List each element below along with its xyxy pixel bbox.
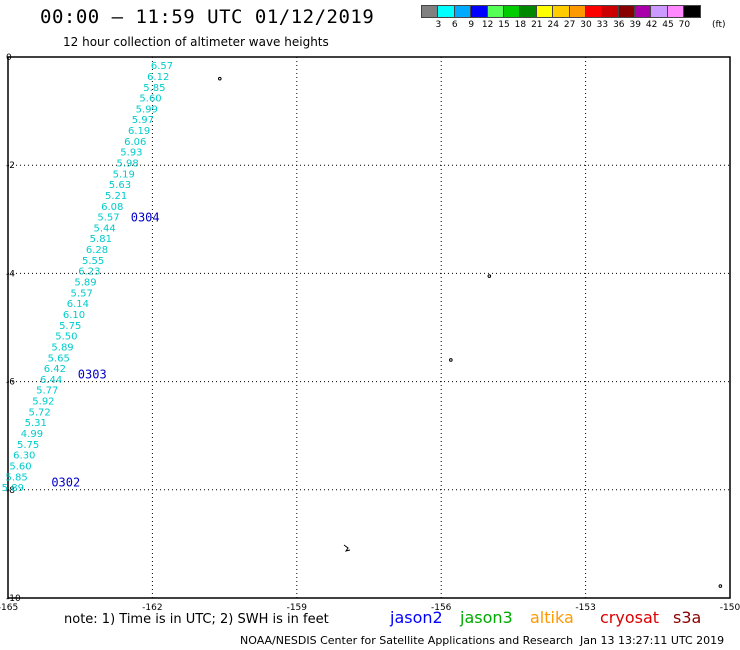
wave-height-label: 6.19 <box>128 126 150 137</box>
wave-height-label: 5.85 <box>143 83 165 94</box>
credit-line: NOAA/NESDIS Center for Satellite Applica… <box>240 634 574 647</box>
wave-height-label: 5.99 <box>136 104 158 115</box>
wave-height-label: 6.10 <box>63 310 85 321</box>
x-tick-label: -150 <box>720 603 740 613</box>
pass-time-label: 0302 <box>51 476 80 490</box>
wave-height-label: 5.98 <box>116 158 138 169</box>
wave-height-label: 6.08 <box>101 202 123 213</box>
wave-height-label: 5.60 <box>9 461 31 472</box>
y-tick-label: -2 <box>6 161 15 171</box>
y-tick-label: 0 <box>6 53 12 63</box>
wave-height-label: 6.14 <box>67 299 89 310</box>
pass-time-label: 0303 <box>78 367 107 381</box>
legend-tick-label: 39 <box>629 20 641 30</box>
wave-height-label: 5.89 <box>51 342 73 353</box>
wave-height-label: 5.93 <box>120 148 142 159</box>
wave-height-label: 5.92 <box>32 397 54 408</box>
x-tick-label: -162 <box>142 603 162 613</box>
chart-subtitle: 12 hour collection of altimeter wave hei… <box>63 35 329 49</box>
legend-swatch <box>683 5 701 18</box>
wave-height-label: 5.89 <box>74 278 96 289</box>
wave-height-label: 6.57 <box>151 61 173 72</box>
legend-tick-label: 70 <box>678 20 691 30</box>
wave-height-label: 5.21 <box>105 191 127 202</box>
satellite-legend-jason2: jason2 <box>390 608 443 627</box>
legend-tick-label: 9 <box>468 20 475 30</box>
legend-tick-label: 12 <box>481 20 494 30</box>
y-tick-label: -6 <box>6 378 15 388</box>
wave-height-label: 4.99 <box>21 429 43 440</box>
legend-tick-label: 21 <box>531 20 543 30</box>
island-marker <box>449 358 453 362</box>
wave-height-label: 5.85 <box>6 472 28 483</box>
wave-height-label: 5.57 <box>71 288 93 299</box>
wave-height-label: 5.72 <box>28 407 50 418</box>
legend-tick-label: 45 <box>662 20 674 30</box>
x-tick-label: -153 <box>575 603 595 613</box>
x-tick-label: -156 <box>431 603 452 613</box>
wave-height-label: 6.44 <box>40 375 62 386</box>
wave-height-label: 5.50 <box>55 332 77 343</box>
x-tick-label: -159 <box>287 603 308 613</box>
island-marker <box>217 76 222 81</box>
wave-height-label: 5.44 <box>94 223 116 234</box>
wave-height-label: 6.12 <box>147 72 169 83</box>
generation-timestamp: Jan 13 13:27:11 UTC 2019 <box>580 634 725 647</box>
wave-height-label: 6.06 <box>124 137 146 148</box>
legend-tick-label: 3 <box>435 20 442 30</box>
plot-frame <box>7 56 731 599</box>
y-tick-label: -4 <box>6 269 15 279</box>
wave-height-label: 5.19 <box>113 169 135 180</box>
legend-tick-label: 27 <box>563 20 576 30</box>
island-marker <box>487 274 492 278</box>
satellite-legend-cryosat: cryosat <box>600 608 660 627</box>
legend-ticks: 3 6 9 12 15 18 21 24 27 30 33 36 39 42 45 70 <box>421 20 700 34</box>
legend-tick-label: 15 <box>498 20 510 30</box>
legend-tick-label: 33 <box>596 20 609 30</box>
wave-height-label: 5.57 <box>97 213 119 224</box>
legend-tick-label: 6 <box>451 20 458 30</box>
legend-swatches <box>421 5 701 18</box>
y-tick-label: -10 <box>6 594 21 604</box>
satellite-legend-s3a: s3a <box>673 608 702 627</box>
pass-time-label: 0304 <box>131 211 160 225</box>
color-scale-legend: 3 6 9 12 15 18 21 24 27 30 33 36 39 42 45 70 <box>421 5 701 34</box>
wave-height-label: 5.89 <box>2 483 24 494</box>
footer-note: note: 1) Time is in UTC; 2) SWH is in fe… <box>64 612 329 627</box>
legend-tick-label: 30 <box>580 20 592 30</box>
x-tick-label: -165 <box>0 603 18 613</box>
wave-height-label: 6.30 <box>13 451 35 462</box>
wave-height-label: 5.97 <box>132 115 154 126</box>
wave-height-label: 5.31 <box>25 418 47 429</box>
island-outline <box>343 544 351 552</box>
legend-tick-label: 36 <box>613 20 625 30</box>
wave-height-label: 6.23 <box>78 267 100 278</box>
wave-height-label: 6.28 <box>86 245 108 256</box>
legend-tick-label: 18 <box>514 20 527 30</box>
island-marker <box>718 584 723 588</box>
satellite-legend-jason3: jason3 <box>460 608 513 627</box>
legend-tick-label: 24 <box>547 20 559 30</box>
legend-tick-label: 42 <box>645 20 658 30</box>
wave-height-label: 5.63 <box>109 180 131 191</box>
wave-height-label: 5.75 <box>17 440 39 451</box>
wave-height-label: 6.42 <box>44 364 66 375</box>
chart-title: 00:00 – 11:59 UTC 01/12/2019 <box>40 6 375 28</box>
wave-height-label: 5.60 <box>139 94 161 105</box>
legend-unit: (ft) <box>712 20 726 30</box>
wave-height-label: 5.55 <box>82 256 104 267</box>
wave-height-label: 5.81 <box>90 234 112 245</box>
wave-height-label: 5.65 <box>48 353 70 364</box>
wave-height-label: 5.75 <box>59 321 81 332</box>
satellite-legend-altika: altika <box>530 608 574 627</box>
y-tick-label: -8 <box>6 486 15 496</box>
wave-height-label: 5.77 <box>36 386 58 397</box>
